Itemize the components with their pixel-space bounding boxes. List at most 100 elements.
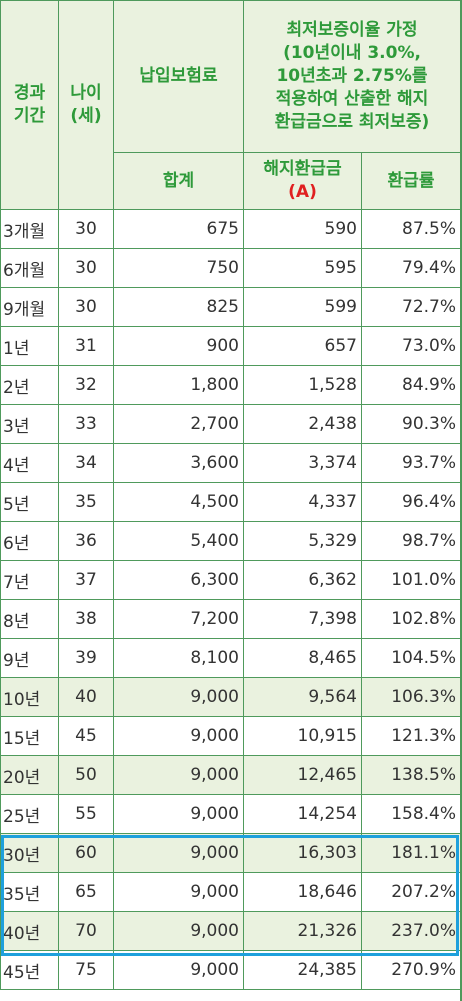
total-cell: 675 [113, 209, 244, 249]
period-cell: 3개월 [0, 209, 59, 249]
table-row: 45년 75 9,000 24,385 270.9% [0, 950, 462, 990]
refund-cell: 8,465 [243, 638, 362, 678]
rate-cell: 93.7% [360, 443, 462, 483]
header-refund: 해지환급금 (A) [243, 152, 362, 210]
refund-cell: 10,915 [243, 716, 362, 756]
total-cell: 9,000 [113, 716, 244, 756]
rate-cell: 79.4% [360, 248, 462, 288]
age-cell: 75 [58, 950, 114, 990]
period-cell: 9개월 [0, 287, 59, 327]
total-cell: 9,000 [113, 950, 244, 990]
header-period: 경과 기간 [0, 0, 59, 210]
age-cell: 70 [58, 911, 114, 951]
age-cell: 36 [58, 521, 114, 561]
table-row: 3년 33 2,700 2,438 90.3% [0, 404, 462, 444]
total-cell: 3,600 [113, 443, 244, 483]
rate-cell: 96.4% [360, 482, 462, 522]
age-cell: 38 [58, 599, 114, 639]
header-assumption: 최저보증이율 가정 (10년이내 3.0%, 10년초과 2.75%를 적용하여… [242, 0, 462, 153]
rate-cell: 101.0% [360, 560, 462, 600]
period-cell: 5년 [0, 482, 59, 522]
age-cell: 65 [58, 872, 114, 912]
table-row: 15년 45 9,000 10,915 121.3% [0, 716, 462, 756]
period-cell: 30년 [0, 833, 59, 873]
period-cell: 15년 [0, 716, 59, 756]
refund-cell: 6,362 [243, 560, 362, 600]
rate-cell: 98.7% [360, 521, 462, 561]
table-row: 1년 31 900 657 73.0% [0, 326, 462, 366]
right-edge-line [460, 0, 462, 1001]
period-cell: 10년 [0, 677, 59, 717]
total-cell: 9,000 [113, 872, 244, 912]
period-cell: 45년 [0, 950, 59, 990]
rate-cell: 72.7% [360, 287, 462, 327]
header-age: 나이 (세) [58, 0, 114, 210]
rate-cell: 158.4% [360, 794, 462, 834]
rate-cell: 87.5% [360, 209, 462, 249]
rate-cell: 237.0% [360, 911, 462, 951]
rate-cell: 207.2% [360, 872, 462, 912]
refund-cell: 5,329 [243, 521, 362, 561]
refund-cell: 590 [243, 209, 362, 249]
refund-cell: 14,254 [243, 794, 362, 834]
header-refund-mark: (A) [288, 182, 317, 202]
header-paid-premium: 납입보험료 [113, 0, 244, 153]
total-cell: 750 [113, 248, 244, 288]
table-row: 6년 36 5,400 5,329 98.7% [0, 521, 462, 561]
age-cell: 45 [58, 716, 114, 756]
rate-cell: 84.9% [360, 365, 462, 405]
refund-cell: 16,303 [243, 833, 362, 873]
table-row: 8년 38 7,200 7,398 102.8% [0, 599, 462, 639]
period-cell: 8년 [0, 599, 59, 639]
age-cell: 31 [58, 326, 114, 366]
period-cell: 20년 [0, 755, 59, 795]
refund-cell: 4,337 [243, 482, 362, 522]
table-row: 30년 60 9,000 16,303 181.1% [0, 833, 462, 873]
total-cell: 9,000 [113, 677, 244, 717]
table-row: 9년 39 8,100 8,465 104.5% [0, 638, 462, 678]
age-cell: 39 [58, 638, 114, 678]
rate-cell: 73.0% [360, 326, 462, 366]
rate-cell: 90.3% [360, 404, 462, 444]
refund-cell: 21,326 [243, 911, 362, 951]
total-cell: 900 [113, 326, 244, 366]
refund-cell: 7,398 [243, 599, 362, 639]
refund-cell: 1,528 [243, 365, 362, 405]
table-row: 7년 37 6,300 6,362 101.0% [0, 560, 462, 600]
rate-cell: 181.1% [360, 833, 462, 873]
age-cell: 40 [58, 677, 114, 717]
refund-cell: 24,385 [243, 950, 362, 990]
table-row: 35년 65 9,000 18,646 207.2% [0, 872, 462, 912]
age-cell: 30 [58, 287, 114, 327]
rate-cell: 102.8% [360, 599, 462, 639]
rate-cell: 121.3% [360, 716, 462, 756]
refund-cell: 595 [243, 248, 362, 288]
total-cell: 2,700 [113, 404, 244, 444]
age-cell: 33 [58, 404, 114, 444]
header-total: 합계 [113, 152, 244, 210]
age-cell: 32 [58, 365, 114, 405]
table-row: 40년 70 9,000 21,326 237.0% [0, 911, 462, 951]
age-cell: 55 [58, 794, 114, 834]
total-cell: 9,000 [113, 911, 244, 951]
total-cell: 5,400 [113, 521, 244, 561]
refund-cell: 12,465 [243, 755, 362, 795]
table-row: 3개월 30 675 590 87.5% [0, 209, 462, 249]
total-cell: 9,000 [113, 794, 244, 834]
refund-cell: 2,438 [243, 404, 362, 444]
age-cell: 37 [58, 560, 114, 600]
total-cell: 6,300 [113, 560, 244, 600]
period-cell: 7년 [0, 560, 59, 600]
table-row: 2년 32 1,800 1,528 84.9% [0, 365, 462, 405]
period-cell: 6년 [0, 521, 59, 561]
total-cell: 825 [113, 287, 244, 327]
refund-cell: 599 [243, 287, 362, 327]
header-rate: 환급률 [360, 152, 462, 210]
rate-cell: 106.3% [360, 677, 462, 717]
rate-cell: 138.5% [360, 755, 462, 795]
refund-cell: 657 [243, 326, 362, 366]
table-row: 25년 55 9,000 14,254 158.4% [0, 794, 462, 834]
refund-cell: 9,564 [243, 677, 362, 717]
period-cell: 2년 [0, 365, 59, 405]
rate-cell: 270.9% [360, 950, 462, 990]
